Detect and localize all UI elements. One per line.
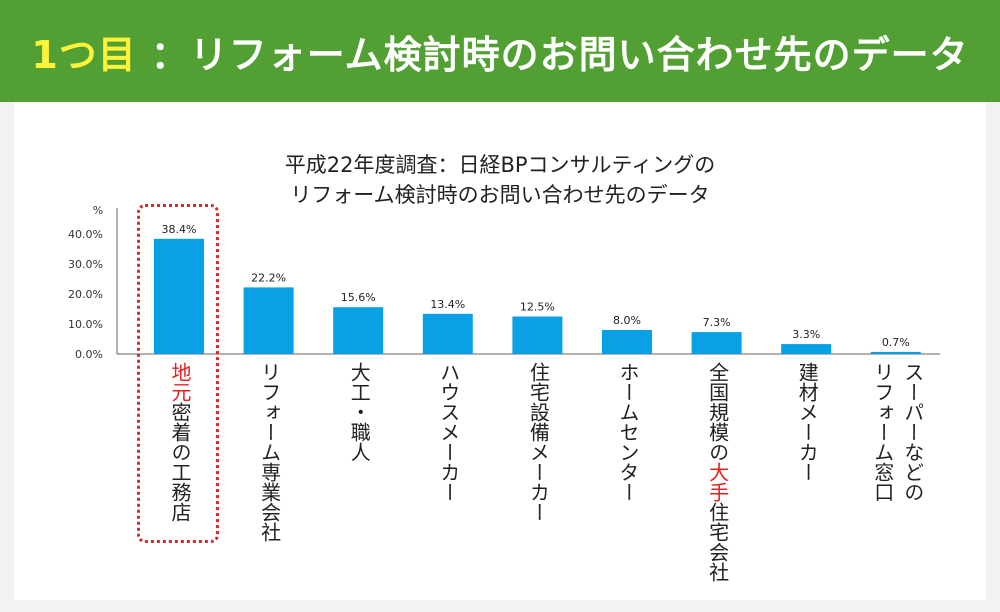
bar [422,313,473,354]
data-label: 7.3% [703,316,731,329]
y-axis-unit: % [93,204,103,217]
data-label: 3.3% [792,328,820,341]
bar [870,351,921,354]
y-tick-label: 10.0% [68,318,103,331]
category-label: 大工・職人 [347,362,372,462]
chart-title: 平成22年度調査：日経BPコンサルティングの リフォーム検討時のお問い合わせ先の… [0,150,1000,210]
y-tick-label: 20.0% [68,288,103,301]
category-label: スーパーなどの [900,362,925,502]
data-label: 38.4% [162,223,197,236]
data-label: 22.2% [251,271,286,284]
data-label: 8.0% [613,314,641,327]
category-label: ホームセンター [616,362,640,502]
category-label: リフォーム窓口 [870,362,895,502]
data-label: 0.7% [882,336,910,349]
category-label: 建材メーカー [795,362,820,482]
category-label: ハウスメーカー [436,362,461,502]
y-tick-label: 0.0% [75,348,103,361]
chart-title-line2: リフォーム検討時のお問い合わせ先のデータ [290,183,710,207]
data-label: 15.6% [341,291,376,304]
category-label: リフォーム専業会社 [257,362,282,542]
title-number: 1つ目 [31,32,137,77]
y-tick-label: 40.0% [68,228,103,241]
category-label: 住宅設備メーカー [526,362,551,522]
bar [602,330,652,354]
bar [781,344,832,354]
category-label: 地元密着の工務店 [168,362,192,522]
chart-title-line1: 平成22年度調査：日経BPコンサルティングの [284,153,716,177]
bar [243,287,294,354]
category-label: 全国規模の大手住宅会社 [705,362,730,582]
bar [512,316,563,354]
data-label: 12.5% [520,301,555,314]
page-title: 1つ目 ：リフォーム検討時のお問い合わせ先のデータ [0,0,1000,102]
data-label: 13.4% [430,298,465,311]
title-text: ：リフォーム検討時のお問い合わせ先のデータ [150,32,969,77]
bar [691,332,742,354]
header-banner [0,0,1000,102]
bar [154,238,204,354]
bar [333,307,384,354]
highlight-box [137,204,219,543]
y-tick-label: 30.0% [68,258,103,271]
